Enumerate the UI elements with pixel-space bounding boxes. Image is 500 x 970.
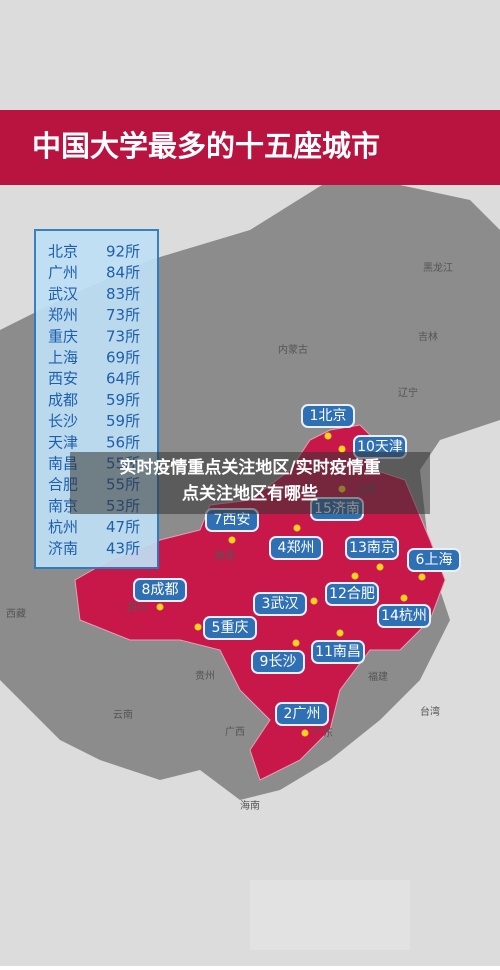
city-marker-label: 7西安 [214, 512, 251, 528]
ranking-count: 69所 [106, 349, 140, 367]
city-marker-box [311, 640, 365, 664]
ranking-count: 83所 [106, 285, 140, 303]
region-label: 吉林 [418, 330, 438, 343]
ranking-count: 47所 [106, 518, 140, 536]
region-label: 陕西 [215, 549, 235, 562]
ranking-city: 济南 [48, 539, 78, 557]
title: 中国大学最多的十五座城市 [32, 129, 380, 163]
city-marker-box [345, 536, 399, 560]
region-label: 辽宁 [398, 386, 418, 399]
city-dot [156, 603, 164, 611]
city-marker-label: 12合肥 [329, 586, 375, 602]
city-dot [400, 594, 408, 602]
city-marker-box [251, 650, 305, 674]
city-dot [293, 524, 301, 532]
city-marker-box [325, 582, 379, 606]
ranking-city: 杭州 [48, 518, 78, 536]
ranking-city: 广州 [48, 264, 78, 282]
region-label: 广东 [313, 726, 333, 739]
ranking-city: 武汉 [48, 285, 78, 303]
city-marker-label: 1北京 [310, 408, 347, 424]
city-marker-label: 8成都 [142, 582, 179, 598]
city-dot [418, 573, 426, 581]
city-dot [336, 629, 344, 637]
city-marker-label: 11南昌 [315, 644, 361, 660]
ranking-count: 92所 [106, 243, 140, 261]
caption-line: 点关注地区有哪些 [182, 483, 318, 504]
city-marker-box [275, 702, 329, 726]
city-marker-box [203, 616, 257, 640]
ranking-count: 59所 [106, 391, 140, 409]
city-marker-label: 9长沙 [260, 654, 297, 670]
ranking-city: 上海 [48, 349, 78, 367]
city-marker-box [253, 592, 307, 616]
ranking-city: 长沙 [48, 412, 78, 430]
city-dot [292, 639, 300, 647]
city-marker-label: 6上海 [416, 552, 453, 568]
ranking-count: 84所 [106, 264, 140, 282]
region-label: 黑龙江 [423, 261, 453, 274]
region-label: 福建 [368, 670, 388, 683]
city-dot [338, 445, 346, 453]
city-dot [324, 432, 332, 440]
city-dot [228, 536, 236, 544]
south-sea-inset [250, 880, 410, 950]
caption-band [70, 452, 430, 514]
title-banner [0, 110, 500, 185]
region-label: 海南 [240, 799, 260, 812]
city-marker-label: 13南京 [349, 540, 395, 556]
ranking-city: 重庆 [48, 327, 78, 345]
region-label: 台湾 [420, 705, 440, 718]
city-marker-label: 14杭州 [381, 608, 427, 624]
ranking-count: 73所 [106, 306, 140, 324]
ranking-count: 73所 [106, 327, 140, 345]
ranking-city: 成都 [48, 391, 78, 409]
ranking-city: 郑州 [48, 306, 78, 324]
city-marker-box [301, 404, 355, 428]
region-label: 广西 [225, 726, 245, 738]
region-label: 四川 [127, 603, 147, 614]
ranking-city: 西安 [48, 370, 78, 388]
ranking-city: 天津 [48, 433, 78, 451]
ranking-city: 北京 [48, 243, 78, 261]
region-label: 云南 [113, 708, 133, 721]
caption-line: 实时疫情重点关注地区/实时疫情重 [119, 457, 380, 478]
city-marker-label: 3武汉 [262, 596, 299, 612]
city-marker-box [377, 604, 431, 628]
region-label: 贵州 [195, 669, 215, 682]
city-dot [351, 572, 359, 580]
city-dot [376, 563, 384, 571]
region-label: 内蒙古 [278, 343, 308, 356]
city-marker-box [133, 578, 187, 602]
city-dot [310, 597, 318, 605]
city-marker-box [407, 548, 461, 572]
ranking-count: 43所 [106, 539, 140, 557]
ranking-count: 64所 [106, 370, 140, 388]
city-marker-label: 2广州 [284, 706, 321, 722]
city-marker-label: 10天津 [357, 439, 403, 455]
city-marker-label: 4郑州 [278, 540, 315, 556]
city-marker-label: 5重庆 [212, 620, 249, 636]
ranking-count: 59所 [106, 412, 140, 430]
city-marker-box [269, 536, 323, 560]
region-label: 西藏 [6, 608, 26, 620]
ranking-count: 56所 [106, 433, 140, 451]
city-dot [194, 623, 202, 631]
city-dot [301, 729, 309, 737]
